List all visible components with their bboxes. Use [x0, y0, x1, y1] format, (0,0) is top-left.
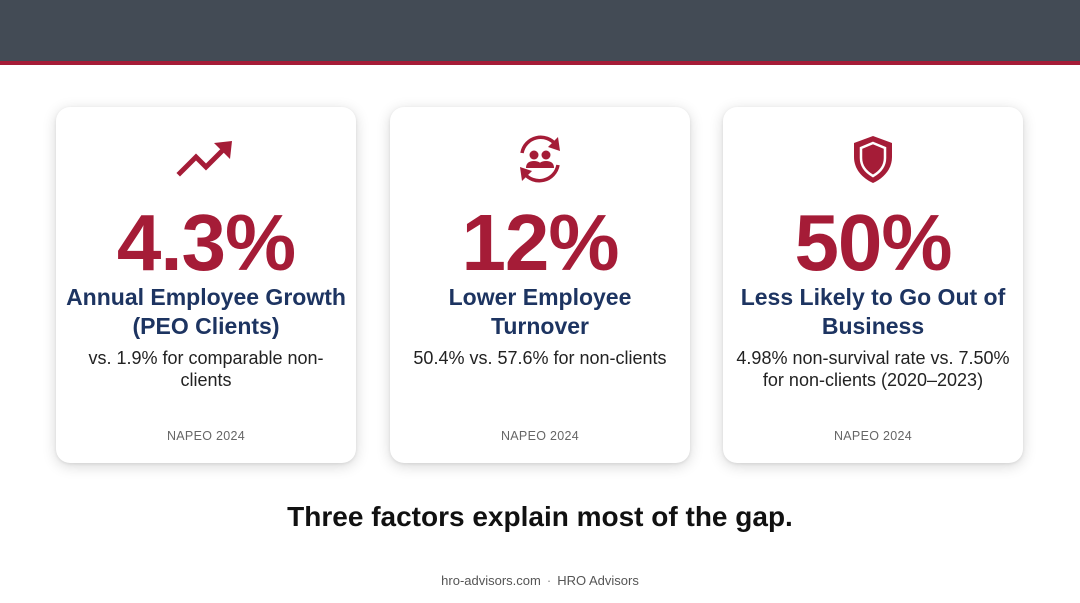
stat-value: 4.3%: [116, 198, 296, 287]
stat-headline: Lower Employee Turnover: [448, 284, 632, 339]
stat-card-survival: 50% Less Likely to Go Out of Business 4.…: [723, 107, 1023, 463]
people-rotate-icon: [390, 131, 690, 187]
footer-separator: ·: [546, 573, 552, 588]
stat-detail: vs. 1.9% for comparable non-clients: [88, 348, 324, 390]
stat-detail: 50.4% vs. 57.6% for non-clients: [413, 348, 667, 368]
footer-site-link[interactable]: hro-advisors.com: [441, 573, 541, 588]
stat-value: 12%: [461, 198, 619, 287]
trending-up-icon: [56, 131, 356, 187]
footer: hro-advisors.com · HRO Advisors: [0, 573, 1080, 588]
stat-source: NAPEO 2024: [166, 429, 246, 443]
stat-headline: Less Likely to Go Out of Business: [740, 284, 1006, 339]
top-accent-rule: [0, 61, 1080, 65]
stat-value: 50%: [794, 198, 952, 287]
stat-headline: Annual Employee Growth (PEO Clients): [66, 284, 346, 339]
top-banner: [0, 0, 1080, 61]
stat-source: NAPEO 2024: [833, 429, 913, 443]
stat-detail: 4.98% non-survival rate vs. 7.50% for no…: [736, 348, 1010, 390]
shield-icon: [723, 131, 1023, 187]
stat-card-turnover: 12% Lower Employee Turnover 50.4% vs. 57…: [390, 107, 690, 463]
footer-company: HRO Advisors: [557, 573, 639, 588]
stat-card-growth: 4.3% Annual Employee Growth (PEO Clients…: [56, 107, 356, 463]
stat-source: NAPEO 2024: [500, 429, 580, 443]
summary-statement: Three factors explain most of the gap.: [287, 501, 793, 532]
